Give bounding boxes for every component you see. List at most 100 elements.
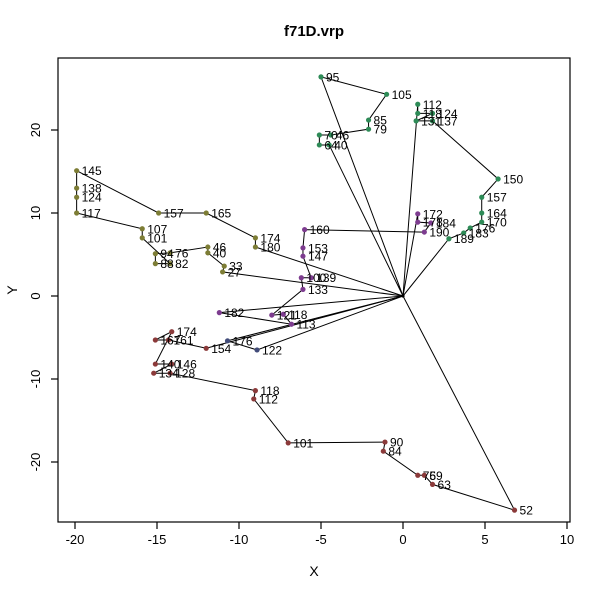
point-label: 101: [147, 231, 167, 245]
point-label: 63: [438, 478, 452, 492]
point-label: 33: [229, 260, 243, 274]
point-label: 190: [429, 226, 449, 240]
point-label: 107: [147, 222, 167, 236]
route-point: [74, 194, 80, 200]
point-label: 52: [520, 504, 534, 518]
route-point: [479, 219, 485, 225]
point-label: 118: [260, 384, 279, 398]
route-path-route-green-a: [318, 76, 404, 297]
route-point: [167, 261, 173, 267]
point-label: 124: [438, 107, 458, 121]
route-point: [302, 227, 308, 233]
route-point: [169, 361, 175, 367]
route-point: [429, 118, 436, 124]
x-tick-label: -20: [66, 532, 85, 547]
point-label: 122: [262, 343, 282, 357]
route-point: [165, 337, 172, 343]
x-axis-label: X: [309, 563, 319, 579]
route-point: [382, 439, 388, 445]
route-point: [429, 481, 436, 488]
plot-box: [57, 57, 571, 523]
y-tick-label: 10: [28, 206, 43, 220]
point-label: 117: [82, 207, 101, 221]
point-label: 165: [211, 207, 231, 221]
plot-title: f71D.vrp: [284, 23, 344, 40]
route-point: [152, 261, 158, 267]
x-tick-label: 0: [399, 532, 406, 547]
point-label: 139: [316, 271, 336, 285]
point-label: 94: [160, 247, 174, 261]
depot-point: [401, 294, 405, 298]
route-point: [224, 338, 231, 344]
point-label: 118: [288, 308, 307, 322]
route-point: [415, 101, 421, 107]
point-label: 82: [175, 257, 189, 271]
point-label: 112: [259, 392, 278, 406]
x-tick-label: 5: [481, 532, 488, 547]
point-label: 75: [423, 469, 437, 483]
route-point: [461, 230, 467, 236]
point-label: 40: [213, 246, 227, 260]
point-label: 133: [308, 283, 328, 297]
point-label: 170: [487, 216, 507, 230]
route-point: [316, 142, 322, 148]
point-label: 124: [82, 191, 102, 205]
route-point: [203, 345, 209, 351]
y-tick-label: -10: [28, 370, 43, 389]
route-point: [479, 210, 485, 216]
route-point: [415, 472, 421, 478]
point-label: 76: [175, 246, 189, 260]
route-point: [251, 396, 257, 402]
point-label: 46: [336, 128, 350, 142]
point-label: 180: [260, 241, 280, 255]
route-point: [300, 286, 306, 292]
route-point: [205, 244, 211, 250]
route-point: [479, 194, 485, 200]
route-point: [415, 211, 421, 217]
point-label: 174: [177, 325, 197, 339]
route-point: [139, 226, 145, 232]
point-label: 182: [224, 306, 244, 320]
point-label: 118: [423, 107, 442, 121]
route-point: [74, 185, 80, 191]
route-point: [421, 229, 427, 235]
route-point: [139, 235, 145, 241]
route-point: [220, 269, 226, 275]
route-point: [151, 370, 157, 376]
route-point: [326, 142, 332, 148]
point-label: 161: [173, 333, 193, 347]
route-point: [384, 91, 390, 97]
y-tick-label: 20: [28, 123, 43, 137]
route-point: [254, 347, 260, 353]
point-label: 46: [213, 241, 227, 255]
point-label: 90: [390, 436, 404, 450]
route-point: [365, 126, 372, 132]
point-label: 189: [454, 232, 474, 246]
axes-layer: -20 -15 -10 -5 0 5 10 -20 -10 0 10 20: [28, 123, 574, 547]
route-point: [74, 210, 80, 216]
route-point: [380, 448, 386, 454]
route-point: [298, 275, 304, 281]
point-label: 154: [211, 342, 231, 356]
point-label: 64: [324, 138, 338, 152]
route-point: [216, 310, 222, 316]
point-label: 172: [423, 207, 443, 221]
point-label: 150: [503, 172, 523, 186]
route-point: [156, 210, 162, 216]
point-label: 112: [423, 98, 442, 112]
point-label: 70: [324, 128, 338, 142]
route-point: [308, 275, 314, 281]
point-label: 69: [429, 469, 443, 483]
route-point: [252, 244, 258, 250]
point-label: 113: [296, 318, 315, 332]
point-label: 105: [392, 88, 412, 102]
point-label: 137: [438, 114, 458, 128]
y-axis-label: Y: [4, 285, 20, 295]
point-label: 27: [228, 265, 242, 279]
point-label: 157: [487, 191, 507, 205]
route-point: [428, 220, 434, 226]
route-point: [316, 132, 322, 138]
route-point: [167, 250, 173, 256]
route-path-route-green-b: [402, 104, 499, 297]
